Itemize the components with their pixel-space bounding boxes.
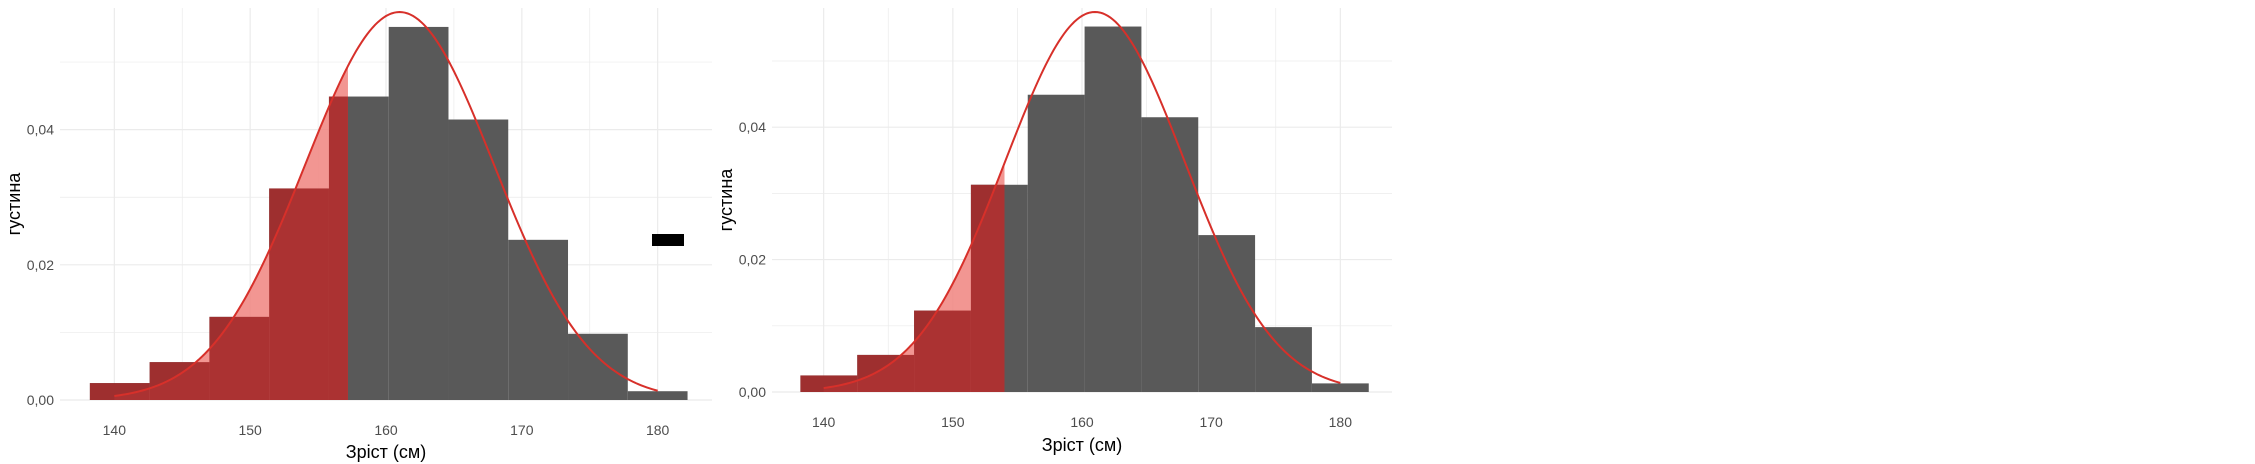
normal-density-curve xyxy=(823,10,1341,390)
x-tick-label: 150 xyxy=(238,422,262,438)
shaded-histogram-bar xyxy=(800,375,858,392)
histogram-bar xyxy=(388,26,449,401)
x-tick-label: 140 xyxy=(103,422,127,438)
x-tick-label: 160 xyxy=(374,422,398,438)
y-tick-label: 0,04 xyxy=(27,122,54,138)
histogram-chart-left: 0,00 0,02 0,04 140 150 160 170 180 Зріст (см) гус… xyxy=(4,8,712,462)
histogram-bar xyxy=(1255,327,1312,392)
x-tick-label: 150 xyxy=(941,414,965,430)
histogram-bar xyxy=(508,239,569,400)
shaded-histogram-bar xyxy=(89,383,150,400)
shaded-histogram-bar xyxy=(209,316,270,400)
x-tick-label: 160 xyxy=(1070,414,1094,430)
x-tick-label: 140 xyxy=(812,414,836,430)
normal-density-curve xyxy=(114,11,658,397)
y-tick-label: 0,00 xyxy=(27,392,54,408)
x-tick-label: 180 xyxy=(646,422,670,438)
y-tick-label: 0,04 xyxy=(739,119,766,135)
shaded-histogram-bar xyxy=(970,184,1005,392)
shaded-histogram-bar xyxy=(149,362,210,400)
x-axis-title: Зріст (см) xyxy=(346,442,427,462)
histogram-bar xyxy=(1141,117,1199,392)
histogram-bar xyxy=(568,333,628,400)
legend-key-swatch xyxy=(652,234,684,246)
histogram-chart-right: 0,00 0,02 0,04 140 150 160 170 180 Зріст (см) гус… xyxy=(716,8,1392,455)
x-axis-title: Зріст (см) xyxy=(1042,435,1123,455)
shaded-histogram-bar xyxy=(328,96,348,400)
y-tick-label: 0,02 xyxy=(739,252,766,268)
y-axis-title: густина xyxy=(716,168,736,232)
x-tick-label: 180 xyxy=(1329,414,1353,430)
x-tick-label: 170 xyxy=(510,422,534,438)
histogram-bar xyxy=(1311,383,1369,392)
histogram-bar xyxy=(1084,26,1142,392)
y-axis-title: густина xyxy=(4,172,24,236)
histogram-bar xyxy=(1198,235,1256,392)
histogram-bar xyxy=(448,119,509,400)
histogram-bar xyxy=(1027,94,1085,393)
y-tick-label: 0,02 xyxy=(27,257,54,273)
y-tick-label: 0,00 xyxy=(739,384,766,400)
x-tick-label: 170 xyxy=(1199,414,1223,430)
shaded-histogram-bar xyxy=(269,188,329,400)
shaded-histogram-bar xyxy=(857,354,915,392)
histogram-bar xyxy=(627,391,688,400)
shaded-histogram-bar xyxy=(914,310,971,392)
